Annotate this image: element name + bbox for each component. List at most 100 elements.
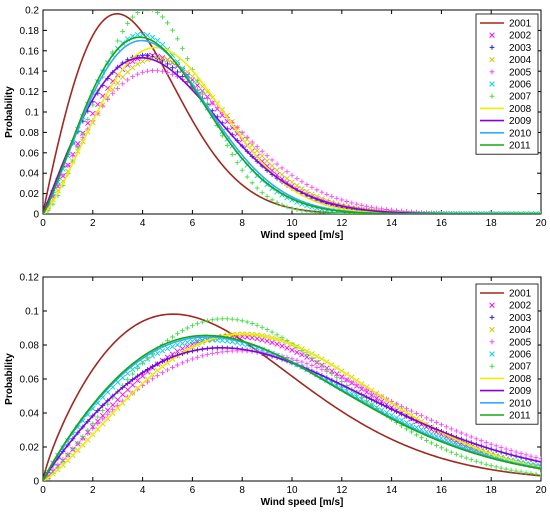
series-marker	[269, 163, 275, 169]
series-marker	[304, 209, 310, 214]
series-marker	[130, 14, 136, 20]
series-marker	[269, 157, 275, 163]
series-marker	[170, 364, 175, 370]
series-marker	[160, 370, 165, 376]
series-marker	[304, 182, 310, 187]
series-marker	[80, 434, 86, 439]
series-marker	[284, 345, 290, 351]
series-marker	[110, 402, 116, 408]
series-marker	[119, 74, 126, 80]
series-marker	[110, 407, 116, 413]
series-marker	[324, 192, 330, 197]
legend-marker-swatch	[489, 315, 495, 320]
series-marker	[518, 451, 524, 456]
series-marker	[468, 211, 474, 214]
series-marker	[269, 339, 275, 346]
series-marker	[180, 328, 185, 334]
series-marker	[224, 316, 230, 322]
series-marker	[518, 211, 524, 214]
legend-label: 2009	[509, 386, 532, 397]
series-marker	[155, 10, 160, 15]
y-tick-label: 0.08	[20, 341, 40, 352]
series-marker	[404, 406, 409, 412]
series-marker	[160, 68, 165, 74]
series-marker	[453, 428, 459, 434]
series-marker	[75, 140, 81, 147]
series-marker	[105, 401, 111, 407]
series-marker	[424, 438, 429, 443]
series-marker	[154, 350, 161, 356]
series-marker	[443, 447, 449, 453]
series-2005	[43, 68, 541, 214]
series-marker	[404, 426, 409, 432]
series-2011	[43, 334, 541, 481]
series-marker	[204, 352, 210, 357]
x-tick-label: 20	[535, 485, 547, 496]
series-marker	[90, 426, 96, 431]
series-marker	[185, 358, 190, 364]
series-marker	[289, 172, 295, 178]
legend-marker-swatch	[489, 339, 495, 345]
series-marker	[538, 456, 541, 462]
x-tick-label: 16	[436, 485, 448, 496]
series-marker	[468, 457, 474, 463]
series-marker	[175, 331, 180, 337]
y-tick-label: 0.12	[20, 273, 40, 284]
series-marker	[85, 427, 91, 433]
series-marker	[55, 464, 61, 470]
series-marker	[169, 343, 176, 350]
series-marker	[448, 211, 454, 214]
series-marker	[105, 411, 111, 417]
legend-label: 2011	[509, 141, 531, 152]
series-marker	[309, 184, 315, 190]
series-marker	[463, 211, 469, 214]
series-marker	[488, 211, 494, 214]
series-marker	[170, 27, 175, 33]
series-marker	[190, 323, 195, 329]
series-marker	[289, 206, 295, 211]
series-marker	[508, 448, 514, 453]
series-marker	[493, 211, 499, 214]
series-marker	[129, 382, 136, 388]
series-marker	[314, 187, 320, 193]
y-axis-label: Probability	[4, 353, 15, 405]
series-marker	[194, 354, 200, 360]
series-marker	[299, 208, 305, 214]
series-marker	[424, 415, 429, 421]
legend-label: 2009	[509, 116, 532, 127]
series-line	[43, 313, 541, 481]
x-tick-label: 20	[535, 218, 547, 229]
legend-label: 2004	[509, 55, 532, 66]
series-marker	[279, 171, 285, 178]
series-marker	[80, 131, 86, 137]
legend-label: 2010	[509, 128, 532, 139]
series-marker	[170, 65, 175, 71]
series-marker	[503, 211, 509, 214]
x-tick-label: 0	[40, 485, 46, 496]
series-marker	[488, 441, 494, 447]
series-marker	[354, 201, 360, 207]
series-marker	[259, 158, 265, 165]
y-tick-label: 0.1	[25, 307, 39, 318]
series-marker	[185, 325, 190, 331]
series-marker	[264, 158, 270, 164]
series-marker	[523, 211, 529, 214]
series-marker	[239, 318, 245, 324]
series-marker	[528, 211, 534, 214]
x-tick-label: 16	[436, 218, 448, 229]
series-marker	[443, 424, 449, 430]
series-marker	[414, 211, 419, 214]
series-marker	[279, 343, 285, 349]
series-marker	[364, 398, 370, 404]
series-marker	[374, 205, 380, 211]
series-marker	[319, 189, 325, 195]
series-marker	[150, 10, 155, 13]
series-marker	[120, 81, 126, 87]
series-marker	[294, 176, 300, 181]
series-marker	[498, 211, 504, 214]
x-tick-label: 6	[190, 218, 196, 229]
series-marker	[85, 116, 91, 122]
legend-label: 2007	[509, 362, 532, 373]
series-marker	[239, 167, 245, 173]
